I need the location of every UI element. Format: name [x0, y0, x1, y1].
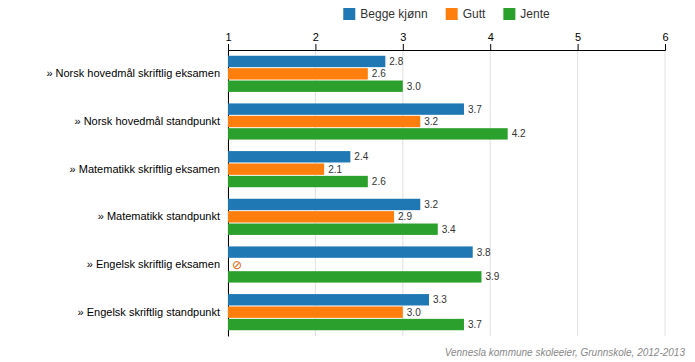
grid-line: [315, 50, 316, 336]
x-axis: 1 2 3 4 5 6: [225, 31, 668, 51]
category-label: » Matematikk skriftlig eksamen: [70, 163, 220, 175]
legend-item: Jente: [503, 7, 550, 21]
y-tick: » Matematikk standpunkt: [98, 210, 220, 222]
x-tick-label: 2: [313, 31, 319, 43]
plot: 1 2 3 4 5 6 » Norsk hovedmål skriftlig eksamen…: [46, 31, 668, 337]
category-label: » Matematikk standpunkt: [98, 210, 220, 222]
x-tick-label: 3: [400, 31, 406, 43]
data-label: 3.0: [407, 307, 421, 318]
category-label: » Engelsk skriftlig eksamen: [87, 258, 220, 270]
data-label: 3.2: [424, 116, 438, 127]
x-axis-line: [229, 44, 666, 51]
data-label: 3.2: [424, 199, 438, 210]
y-axis: » Norsk hovedmål skriftlig eksamen » Nors…: [46, 51, 228, 337]
x-tick: 1: [225, 31, 231, 50]
bar: [228, 103, 464, 114]
x-tick-mark: [490, 44, 491, 50]
bars: [228, 56, 508, 330]
bar: [228, 199, 420, 210]
x-tick: 3: [400, 31, 406, 50]
legend-label: Gutt: [463, 7, 486, 21]
x-tick-mark: [228, 44, 229, 50]
bar: [228, 306, 403, 317]
data-label: 3.7: [468, 319, 482, 330]
legend: Begge kjønn Gutt Jente: [343, 7, 550, 21]
data-label: 3.7: [468, 104, 482, 115]
category-label: » Norsk hovedmål skriftlig eksamen: [46, 67, 220, 79]
y-tick: » Norsk hovedmål skriftlig eksamen: [46, 67, 220, 79]
data-label: 4.2: [512, 128, 526, 139]
grid-line: [228, 50, 229, 336]
y-tick: » Engelsk skriftlig standpunkt: [78, 306, 220, 318]
legend-swatch: [446, 8, 458, 20]
y-tick: » Norsk hovedmål standpunkt: [74, 115, 220, 127]
grid-line: [665, 50, 666, 336]
x-tick: 4: [488, 31, 494, 50]
x-tick-mark: [403, 44, 404, 50]
category-label: » Norsk hovedmål standpunkt: [74, 115, 220, 127]
bar: [228, 151, 350, 162]
x-tick: 6: [662, 31, 668, 50]
y-axis-line: [228, 51, 229, 337]
grid-line: [490, 50, 491, 336]
x-tick-label: 5: [575, 31, 581, 43]
grid-line: [577, 50, 578, 336]
grid-line: [402, 50, 403, 336]
no-data-label: ⊘: [232, 258, 242, 272]
data-label: 3.3: [433, 294, 447, 305]
data-label: 3.9: [485, 271, 499, 282]
bar: [228, 271, 481, 282]
data-label: 2.6: [372, 176, 386, 187]
x-tick-mark: [315, 44, 316, 50]
bar: [228, 246, 473, 257]
legend-item: Begge kjønn: [343, 7, 427, 21]
bar: [228, 68, 368, 79]
x-tick-mark: [578, 44, 579, 50]
bar: [228, 128, 508, 139]
x-tick-mark: [665, 44, 666, 50]
x-tick-label: 4: [488, 31, 494, 43]
legend-swatch: [343, 8, 355, 20]
legend-swatch: [503, 8, 515, 20]
data-label: 2.4: [354, 151, 368, 162]
bar: [228, 211, 394, 222]
data-label: 3.8: [477, 247, 491, 258]
grid: [228, 50, 665, 336]
bar: [228, 81, 403, 92]
x-tick: 2: [313, 31, 319, 50]
x-tick-label: 1: [225, 31, 231, 43]
footer: Vennesla kommune skoleeier, Grunnskole, …: [445, 347, 686, 358]
x-tick-label: 6: [662, 31, 668, 43]
bar: [228, 116, 420, 127]
y-tick: » Matematikk skriftlig eksamen: [70, 163, 220, 175]
bar: [228, 56, 385, 67]
data-labels: 2.8 3.7 2.4 3.2 3.8 3.3 2.6 3.2 2.1 2.9 ⊘ 3.0 3.0 4.2…: [232, 56, 526, 330]
data-label: 2.1: [328, 164, 342, 175]
data-label: 2.8: [389, 56, 403, 67]
legend-label: Begge kjønn: [360, 7, 427, 21]
bar: [228, 319, 464, 330]
chart: 1 2 3 4 5 6 » Norsk hovedmål skriftlig eksamen…: [0, 0, 695, 362]
category-label: » Engelsk skriftlig standpunkt: [78, 306, 220, 318]
x-tick: 5: [575, 31, 581, 50]
data-label: 2.6: [372, 68, 386, 79]
bar: [228, 224, 438, 235]
bar: [228, 294, 429, 305]
bar: [228, 176, 368, 187]
data-label: 3.4: [442, 224, 456, 235]
legend-label: Jente: [520, 7, 550, 21]
legend-item: Gutt: [446, 7, 486, 21]
data-label: 3.0: [407, 81, 421, 92]
bar: [228, 163, 324, 174]
data-label: 2.9: [398, 211, 412, 222]
y-tick: » Engelsk skriftlig eksamen: [87, 258, 220, 270]
